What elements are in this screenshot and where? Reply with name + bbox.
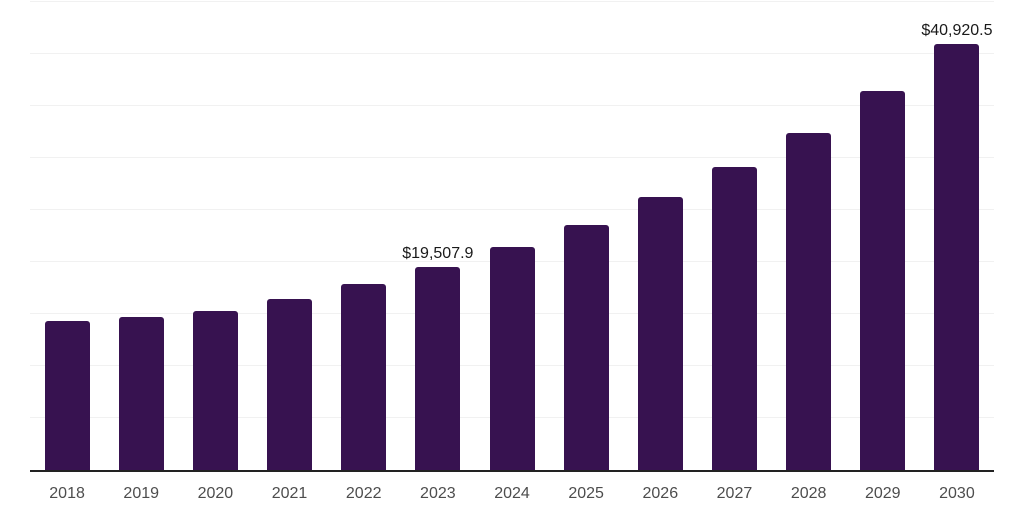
x-tick-label-2027: 2027 xyxy=(716,485,753,502)
plot-area: $19,507.9 $40,920.5 xyxy=(30,1,994,472)
x-tick-label-2023: 2023 xyxy=(420,485,456,502)
bar-2023 xyxy=(415,267,461,470)
x-axis-tick-labels: 2018 2019 2020 2021 2022 2023 2024 2025 2026 2027… xyxy=(30,481,994,507)
bar-2020 xyxy=(192,311,238,470)
x-tick-label-2018: 2018 xyxy=(49,485,85,502)
x-tick-label-2019: 2019 xyxy=(123,485,160,502)
x-tick-label-2020: 2020 xyxy=(197,485,234,502)
x-tick-label-2028: 2028 xyxy=(790,485,827,502)
gridline xyxy=(30,105,994,106)
bar-2019 xyxy=(118,317,164,470)
x-tick-label-2029: 2029 xyxy=(864,485,901,502)
x-tick-label-2024: 2024 xyxy=(494,485,530,502)
bar-2021 xyxy=(267,299,313,470)
data-label-2030: $40,920.5 xyxy=(921,22,993,40)
gridline xyxy=(30,1,994,2)
bar-2025 xyxy=(563,224,609,470)
x-tick-label-2025: 2025 xyxy=(568,485,604,502)
bar-2028 xyxy=(786,132,832,470)
bar-2029 xyxy=(860,91,906,470)
gridline xyxy=(30,209,994,210)
x-tick-label-2021: 2021 xyxy=(271,485,308,502)
x-tick-label-2022: 2022 xyxy=(345,485,382,502)
bar-2018 xyxy=(44,321,90,470)
bar-2030 xyxy=(934,44,980,470)
bar-2022 xyxy=(341,284,387,470)
x-axis-line xyxy=(30,470,994,472)
x-tick-label-2026: 2026 xyxy=(642,485,679,502)
gridline xyxy=(30,157,994,158)
bar-2027 xyxy=(711,167,757,470)
gridline xyxy=(30,53,994,54)
bar-2024 xyxy=(489,246,535,470)
data-label-2023: $19,507.9 xyxy=(402,244,474,262)
x-tick-label-2030: 2030 xyxy=(939,485,975,502)
bar-2026 xyxy=(637,197,683,470)
